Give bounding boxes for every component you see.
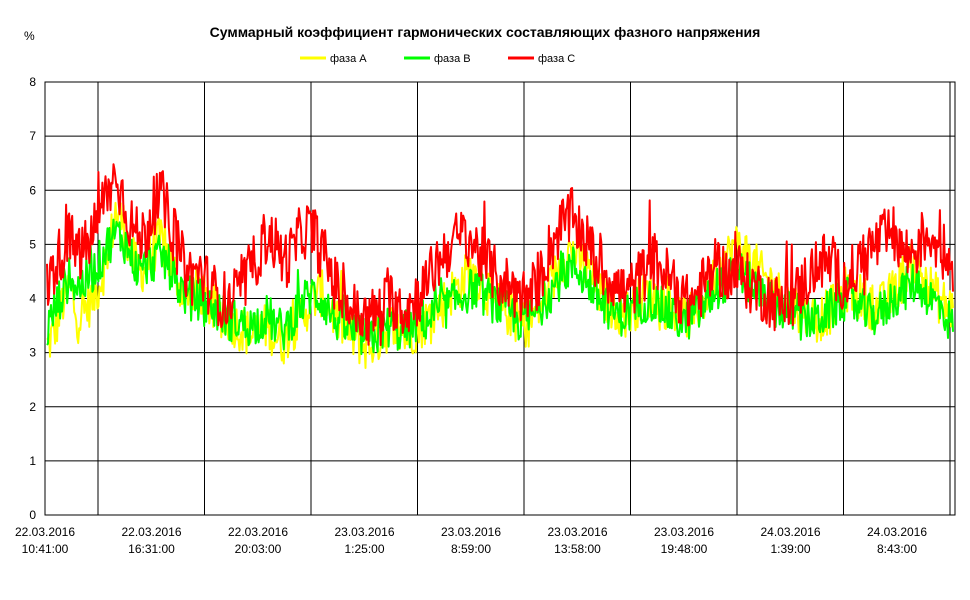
y-tick-label: 7 bbox=[29, 129, 36, 143]
series-layer bbox=[46, 163, 954, 369]
x-axis-ticks: 22.03.2016 10:41:00 22.03.2016 16:31:00 22.0… bbox=[15, 525, 927, 556]
x-tick-time: 8:59:00 bbox=[451, 542, 491, 556]
y-tick-label: 5 bbox=[29, 237, 36, 251]
y-axis-unit-label: % bbox=[24, 29, 35, 43]
x-tick-time: 16:31:00 bbox=[128, 542, 175, 556]
y-tick-label: 8 bbox=[29, 75, 36, 89]
plot-border bbox=[44, 81, 956, 516]
x-tick-time: 8:43:00 bbox=[877, 542, 917, 556]
series-line-2 bbox=[46, 163, 954, 347]
x-tick-time: 20:03:00 bbox=[235, 542, 282, 556]
y-axis-ticks: 0 1 2 3 4 5 6 7 8 bbox=[29, 75, 36, 522]
y-tick-label: 2 bbox=[29, 400, 36, 414]
x-tick-time: 13:58:00 bbox=[554, 542, 601, 556]
x-tick-date: 22.03.2016 bbox=[15, 525, 75, 539]
x-tick-time: 1:39:00 bbox=[770, 542, 810, 556]
legend-label: фаза C bbox=[538, 53, 575, 65]
x-tick-date: 22.03.2016 bbox=[121, 525, 181, 539]
x-tick-time: 19:48:00 bbox=[661, 542, 708, 556]
x-tick-date: 24.03.2016 bbox=[867, 525, 927, 539]
x-tick-date: 23.03.2016 bbox=[334, 525, 394, 539]
series-line-1 bbox=[46, 218, 954, 356]
x-tick-date: 24.03.2016 bbox=[760, 525, 820, 539]
legend-label: фаза A bbox=[330, 53, 367, 65]
legend: фаза A фаза B фаза C bbox=[300, 53, 575, 65]
y-tick-label: 3 bbox=[29, 346, 36, 360]
chart-title: Суммарный коэффициент гармонических сост… bbox=[210, 24, 761, 40]
legend-label: фаза B bbox=[434, 53, 471, 65]
y-tick-label: 0 bbox=[29, 508, 36, 522]
x-tick-date: 22.03.2016 bbox=[228, 525, 288, 539]
x-tick-time: 10:41:00 bbox=[22, 542, 69, 556]
x-tick-date: 23.03.2016 bbox=[441, 525, 501, 539]
y-tick-label: 1 bbox=[29, 454, 36, 468]
x-tick-date: 23.03.2016 bbox=[654, 525, 714, 539]
x-tick-date: 23.03.2016 bbox=[547, 525, 607, 539]
axes bbox=[44, 81, 956, 516]
y-tick-label: 4 bbox=[29, 292, 36, 306]
x-tick-time: 1:25:00 bbox=[344, 542, 384, 556]
y-tick-label: 6 bbox=[29, 183, 36, 197]
